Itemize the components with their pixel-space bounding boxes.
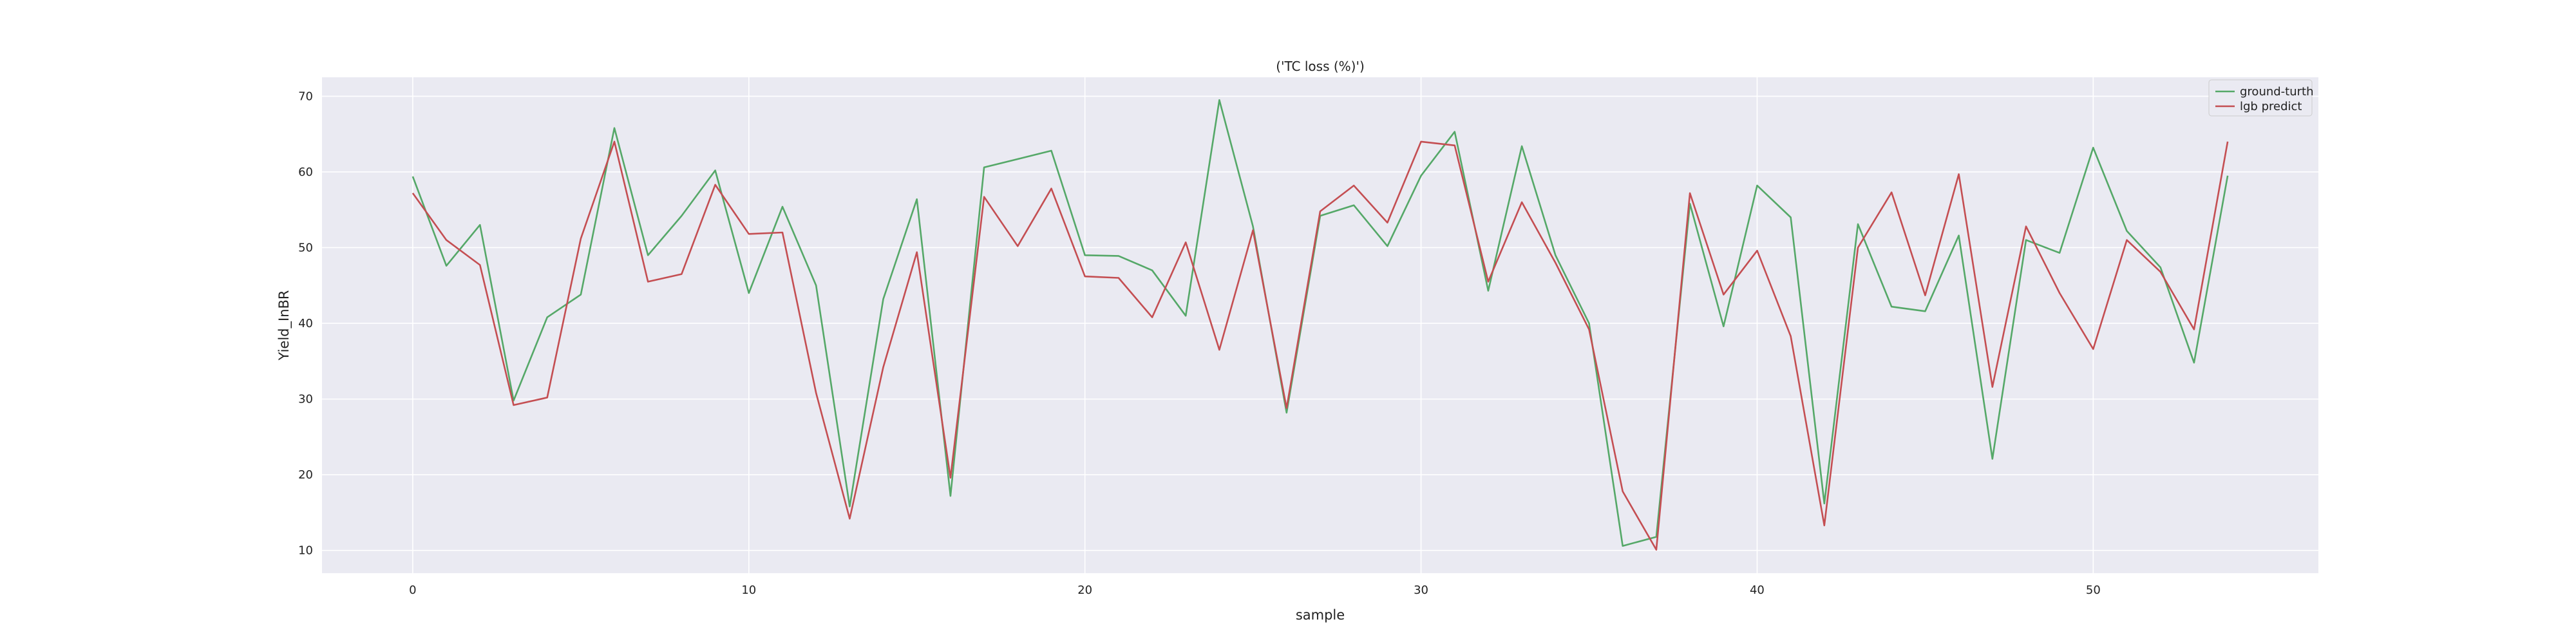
x-tick-label: 10 xyxy=(741,583,756,597)
legend-entry-2: lgb predict xyxy=(2240,100,2302,113)
y-tick-label: 40 xyxy=(298,317,313,330)
x-tick-label: 20 xyxy=(1077,583,1092,597)
x-tick-label: 40 xyxy=(1750,583,1765,597)
y-tick-label: 10 xyxy=(298,544,313,558)
chart-title: ('TC loss (%)') xyxy=(1276,59,1365,74)
x-tick-label: 0 xyxy=(409,583,416,597)
y-tick-label: 30 xyxy=(298,393,313,406)
y-tick-label: 20 xyxy=(298,468,313,482)
x-tick-label: 50 xyxy=(2086,583,2101,597)
grid-lines xyxy=(322,77,2318,573)
y-tick-label: 60 xyxy=(298,166,313,179)
y-axis-label: Yield_InBR xyxy=(276,290,292,361)
plot-area xyxy=(322,77,2318,573)
tick-labels: 0 10 20 30 40 50 10 20 30 40 50 60 70 xyxy=(298,90,2101,597)
y-tick-label: 70 xyxy=(298,90,313,103)
series-layer xyxy=(412,99,2229,551)
x-axis-label: sample xyxy=(1296,607,1345,623)
x-tick-label: 30 xyxy=(1414,583,1428,597)
series-line-2 xyxy=(412,140,2229,551)
y-tick-label: 50 xyxy=(298,242,313,255)
legend-entry-1: ground-turth xyxy=(2240,85,2314,99)
